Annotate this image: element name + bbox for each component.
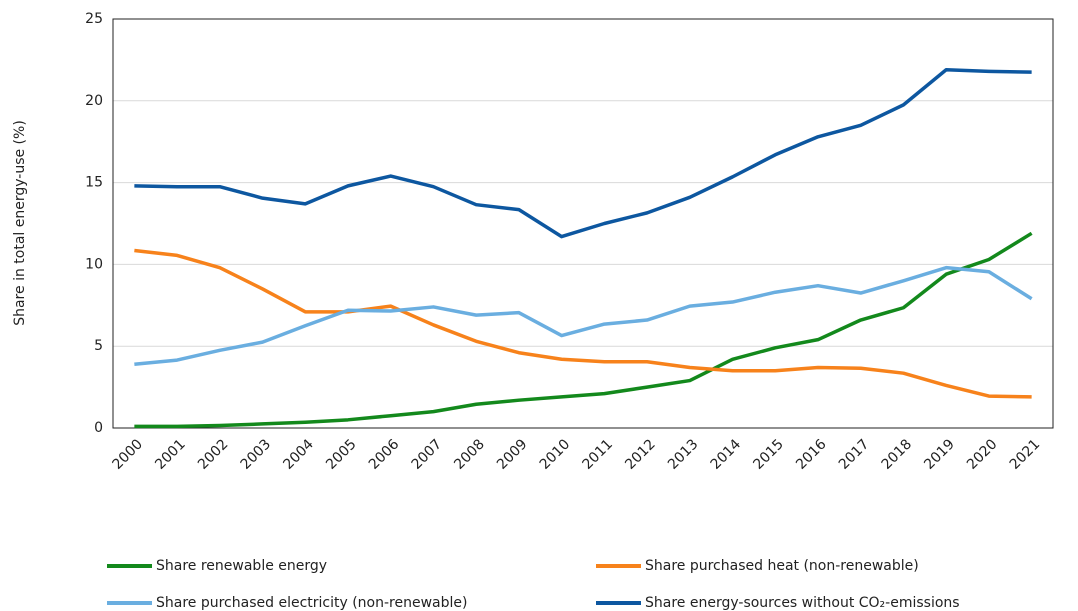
x-tick-label: 2002 <box>195 436 232 473</box>
y-axis-label: Share in total energy-use (%) <box>12 120 28 326</box>
x-tick-label: 2000 <box>110 436 147 473</box>
series-line <box>134 248 1032 399</box>
legend-label: Share purchased electricity (non-renewab… <box>156 595 467 611</box>
legend-label: Share renewable energy <box>156 558 327 574</box>
series-line <box>134 265 1033 366</box>
x-tick-label: 2011 <box>580 436 617 473</box>
series-line <box>134 231 1033 429</box>
x-tick-label: 2017 <box>836 436 873 473</box>
legend-label: Share purchased heat (non-renewable) <box>645 558 919 574</box>
x-tick-label: 2003 <box>238 436 275 473</box>
y-tick-label: 25 <box>85 11 103 27</box>
y-tick-label: 5 <box>94 338 103 354</box>
x-tick-label: 2014 <box>708 436 745 473</box>
x-tick-label: 2021 <box>1007 436 1044 473</box>
x-tick-label: 2012 <box>622 436 659 473</box>
x-tick-label: 2010 <box>537 436 574 473</box>
x-tick-label: 2004 <box>280 436 317 473</box>
x-tick-label: 2001 <box>152 436 189 473</box>
y-tick-label: 15 <box>85 175 103 191</box>
x-tick-label: 2009 <box>494 436 531 473</box>
y-tick-label: 20 <box>85 93 103 109</box>
plot-border <box>112 18 1054 429</box>
x-tick-label: 2013 <box>665 436 702 473</box>
x-tick-label: 2018 <box>879 436 916 473</box>
legend-label: Share energy-sources without CO₂-emissio… <box>645 595 960 611</box>
x-tick-label: 2006 <box>366 436 403 473</box>
x-tick-label: 2019 <box>921 436 958 473</box>
x-tick-label: 2016 <box>793 436 830 473</box>
x-tick-label: 2020 <box>964 436 1001 473</box>
x-tick-label: 2008 <box>451 436 488 473</box>
series-line <box>134 67 1032 239</box>
x-tick-label: 2005 <box>323 436 360 473</box>
y-tick-label: 10 <box>85 256 103 272</box>
y-tick-label: 0 <box>94 420 103 436</box>
x-tick-label: 2007 <box>409 436 446 473</box>
x-tick-label: 2015 <box>750 436 787 473</box>
